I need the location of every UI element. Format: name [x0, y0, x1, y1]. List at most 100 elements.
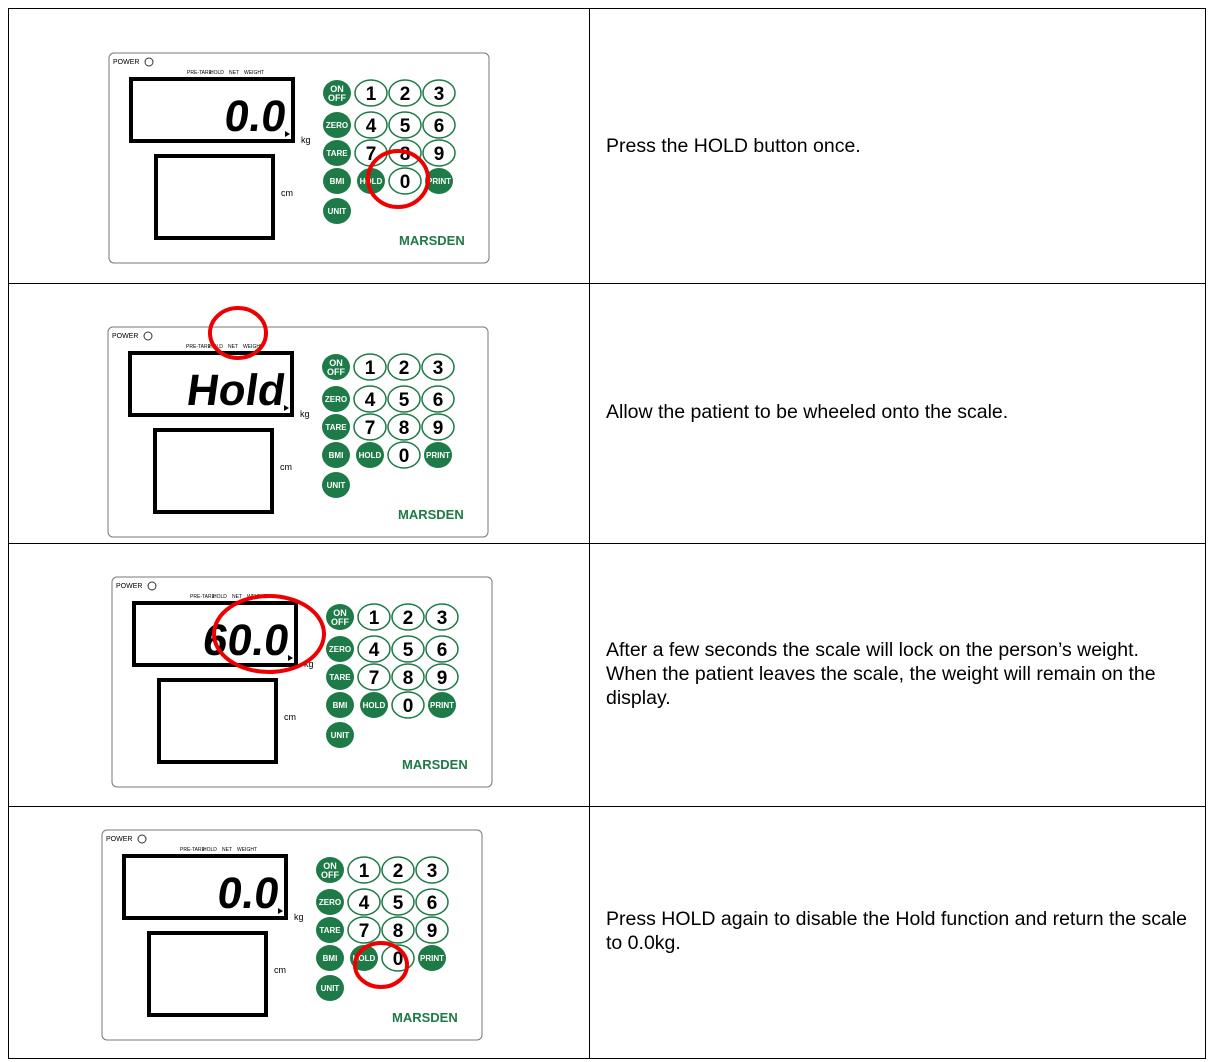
button-label: 6 [437, 640, 448, 661]
panel-button [425, 603, 459, 631]
panel-button [387, 385, 421, 413]
panel-button [381, 916, 415, 944]
button-label: ZERO [326, 121, 348, 130]
weight-indicator: WEIGHT [243, 344, 263, 350]
button-label: 3 [427, 861, 438, 882]
button-label: 0 [399, 446, 410, 467]
button-label: PRINT [427, 177, 451, 186]
button-label: OFF [328, 93, 346, 103]
instruction-text: After a few seconds the scale will lock … [606, 638, 1156, 709]
weight-display [129, 77, 295, 143]
panel-button [422, 111, 456, 139]
panel-button [357, 603, 391, 631]
weight-indicator: WEIGHT [237, 847, 257, 853]
button-label: 0 [393, 949, 404, 970]
panel-button [381, 888, 415, 916]
button-label: OFF [327, 367, 345, 377]
button-label: UNIT [328, 207, 347, 216]
panel-button [354, 111, 388, 139]
button-label: 8 [400, 144, 411, 165]
brand-label: MARSDEN [398, 507, 464, 522]
kg-label: kg [301, 135, 311, 145]
pre-tare-label: PRE-TARE [190, 594, 216, 600]
button-label: 3 [437, 608, 448, 629]
display-arrow [285, 131, 290, 137]
panel-button [421, 413, 455, 441]
button-label: ZERO [325, 395, 347, 404]
button-label: 5 [400, 116, 411, 137]
button-label: 7 [365, 418, 376, 439]
button-label: 1 [366, 84, 377, 105]
panel-button [391, 691, 425, 719]
panel-button [425, 663, 459, 691]
button-label: ON [323, 861, 337, 871]
cm-label: cm [281, 188, 293, 198]
panel-button [387, 413, 421, 441]
button-label: 0 [400, 172, 411, 193]
button-label: 7 [359, 921, 370, 942]
table-row: POWER PRE-TARE HOLD NET WEIGHT 60.0 kg cm ON OFF 1… [8, 542, 1206, 807]
button-label: ON [329, 358, 343, 368]
button-label: OFF [321, 870, 339, 880]
panel-button [388, 79, 422, 107]
button-label: TARE [326, 149, 348, 158]
button-label: ON [330, 84, 344, 94]
button-label: 8 [393, 921, 404, 942]
brand-label: MARSDEN [392, 1010, 458, 1025]
net-indicator: NET [222, 847, 232, 853]
button-label: TARE [319, 926, 341, 935]
panel-button [422, 79, 456, 107]
panel-button [316, 975, 344, 1001]
button-label: 5 [399, 390, 410, 411]
net-indicator: NET [229, 70, 239, 76]
button-label: HOLD [360, 177, 383, 186]
panel-button [326, 722, 354, 748]
button-label: TARE [325, 423, 347, 432]
panel-button [391, 603, 425, 631]
cm-label: cm [284, 712, 296, 722]
panel-button [415, 888, 449, 916]
button-label: 5 [393, 893, 404, 914]
panel-button [316, 945, 344, 971]
button-label: BMI [323, 954, 338, 963]
power-label: POWER [116, 583, 142, 590]
instruction-text: Press HOLD again to disable the Hold fun… [606, 908, 1188, 955]
brand-label: MARSDEN [402, 757, 468, 772]
panel-button [388, 167, 422, 195]
panel-button [326, 636, 354, 662]
panel-button [415, 856, 449, 884]
weight-display [128, 351, 294, 417]
kg-label: kg [300, 409, 310, 419]
panel-button [381, 856, 415, 884]
button-label: 4 [359, 893, 370, 914]
panel-button [323, 140, 351, 166]
panel-button [323, 198, 351, 224]
button-label: 1 [359, 861, 370, 882]
panel-button [421, 385, 455, 413]
panel-button [418, 945, 446, 971]
panel-button [422, 139, 456, 167]
highlight-circle [353, 941, 409, 989]
button-label: 9 [437, 668, 448, 689]
button-label: 2 [393, 861, 404, 882]
hold-indicator: HOLD [210, 70, 224, 76]
panel-button [425, 635, 459, 663]
panel-button [424, 442, 452, 468]
button-label: OFF [331, 617, 349, 627]
panel-button [353, 385, 387, 413]
panel-button [391, 663, 425, 691]
image-cell: POWER PRE-TARE HOLD NET WEIGHT 0.0 kg cm ON OFF 1 2… [9, 805, 590, 1058]
net-indicator: NET [232, 594, 242, 600]
button-label: 2 [399, 358, 410, 379]
button-label: PRINT [430, 701, 454, 710]
button-label: ON [333, 608, 347, 618]
panel-button [322, 414, 350, 440]
panel-button [347, 856, 381, 884]
instruction-text: Press the HOLD button once. [606, 134, 861, 157]
